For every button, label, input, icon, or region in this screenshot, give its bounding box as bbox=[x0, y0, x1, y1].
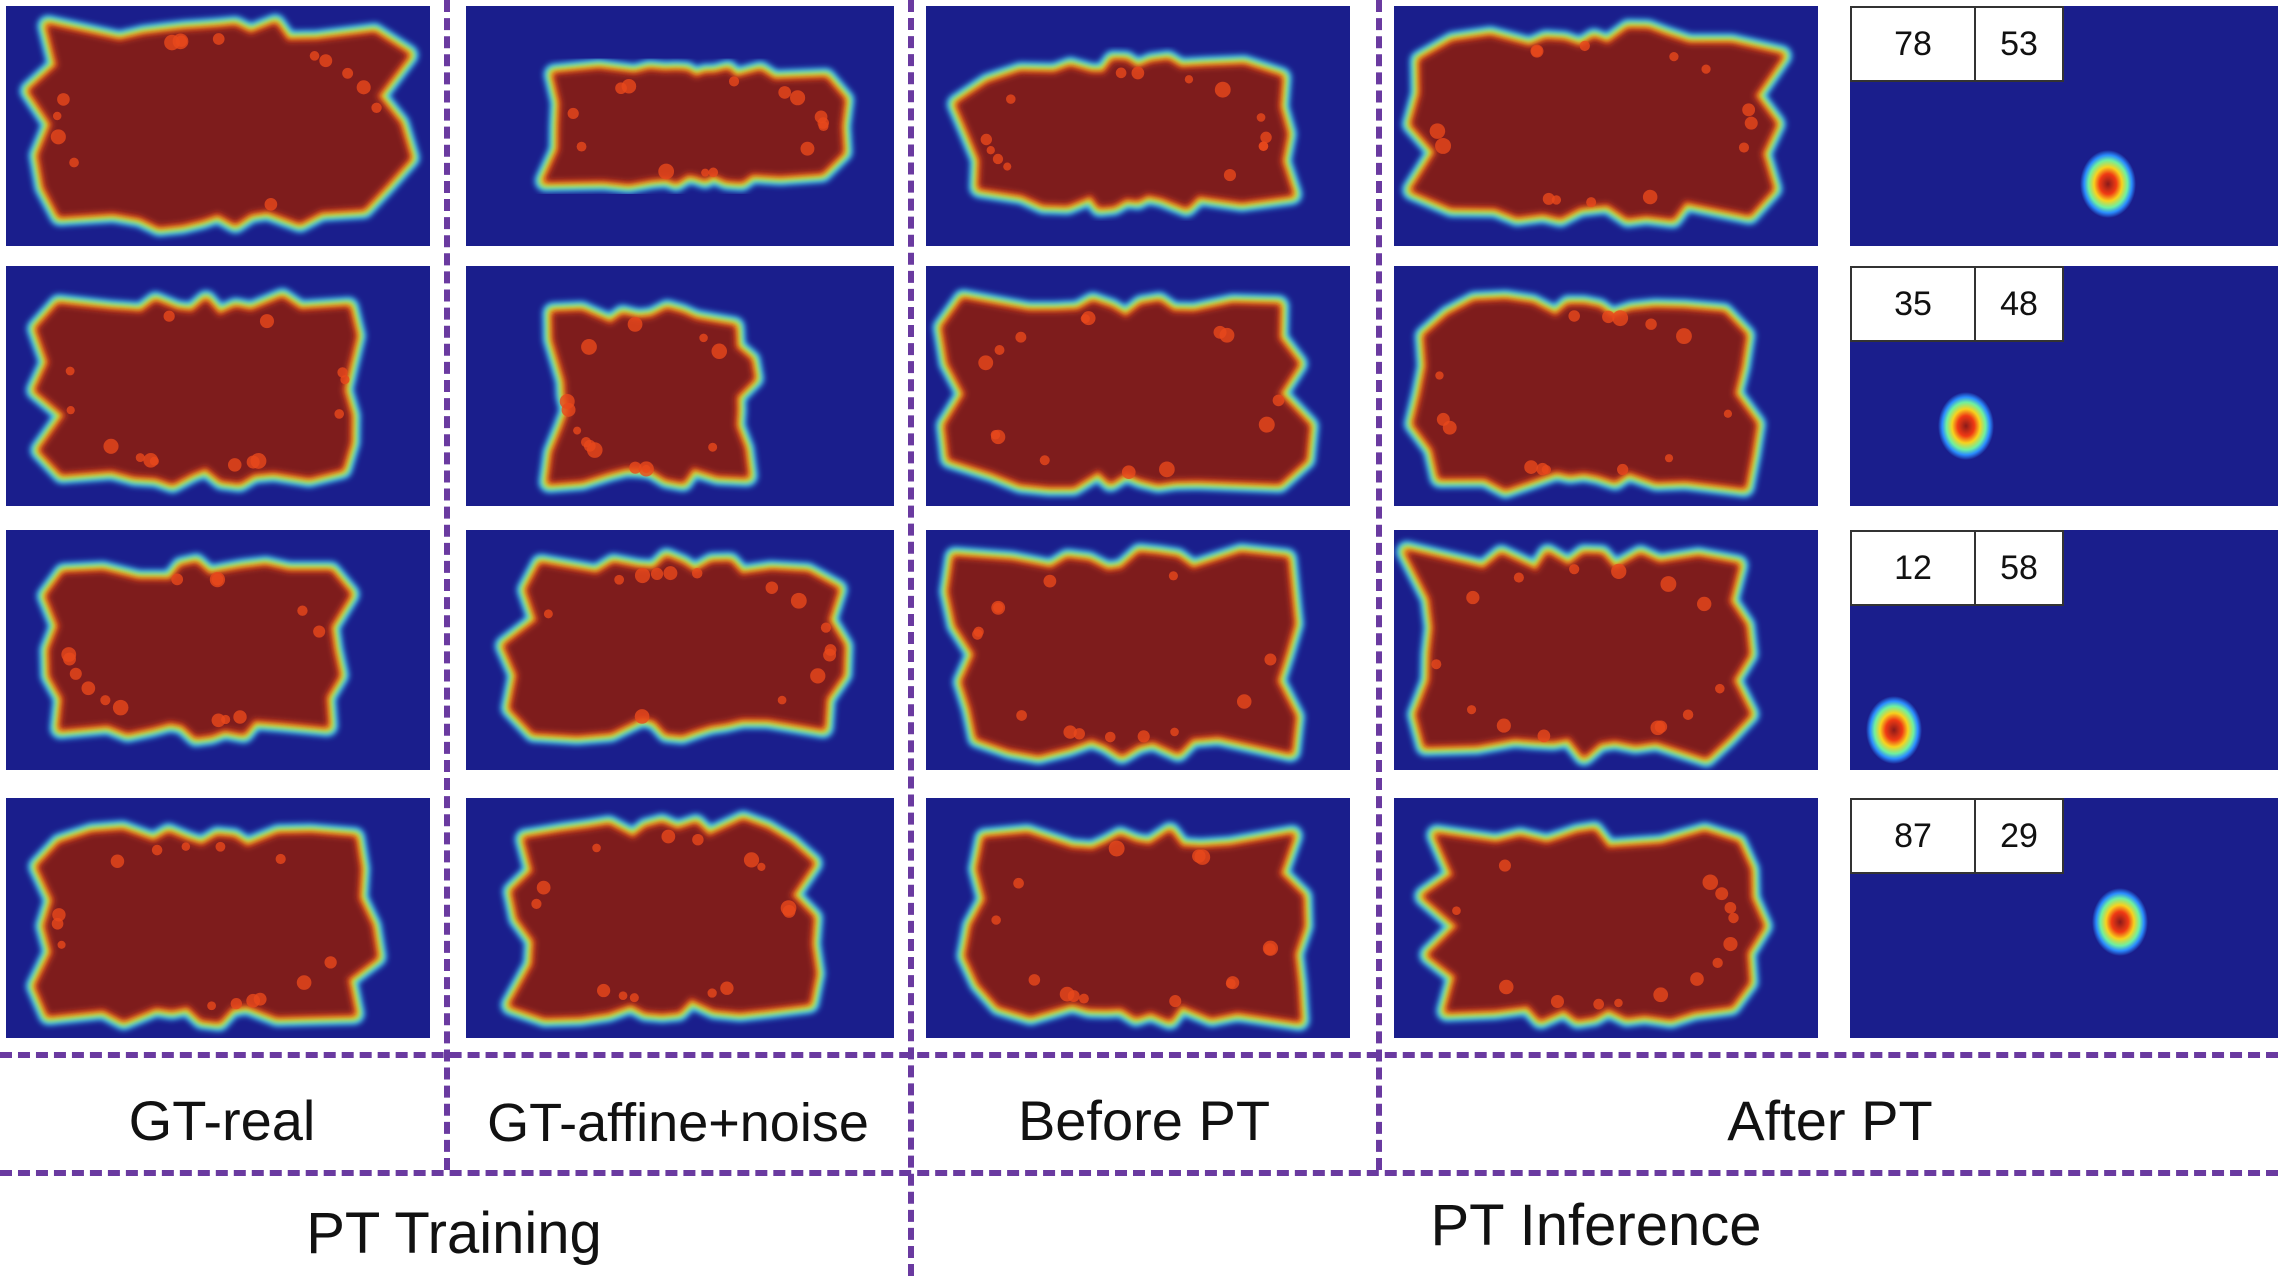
gaussian-map-3: 12 58 bbox=[1850, 530, 2278, 770]
heatmap-before-pt-1 bbox=[926, 6, 1350, 246]
heatmap-blob bbox=[494, 547, 854, 746]
divider-h-2 bbox=[0, 1170, 2278, 1176]
heatmap-blob bbox=[538, 299, 765, 493]
heatmap-blob bbox=[932, 289, 1320, 497]
coord-b-3: 58 bbox=[1974, 530, 2064, 606]
column-label-after-pt: After PT bbox=[1727, 1089, 1933, 1152]
gaussian-map-4: 87 29 bbox=[1850, 798, 2278, 1038]
heatmap-blob bbox=[19, 13, 421, 237]
heatmap-gt-affine-1 bbox=[466, 6, 894, 246]
heatmap-before-pt-2 bbox=[926, 266, 1350, 506]
heatmap-gt-real-4 bbox=[6, 798, 430, 1038]
heatmap-gt-affine-2 bbox=[466, 266, 894, 506]
column-label-before-pt: Before PT bbox=[1017, 1089, 1271, 1152]
coord-a-4: 87 bbox=[1850, 798, 1976, 874]
gaussian-map-1: 78 53 bbox=[1850, 6, 2278, 246]
heatmap-after-pt-4 bbox=[1394, 798, 1818, 1038]
heatmap-blob bbox=[36, 553, 360, 747]
heatmap-blob bbox=[938, 543, 1306, 765]
heatmap-gt-real-1 bbox=[6, 6, 430, 246]
heatmap-blob bbox=[1403, 289, 1767, 499]
heatmap-after-pt-3 bbox=[1394, 530, 1818, 770]
divider-v-1 bbox=[444, 0, 450, 1170]
gaussian-spot bbox=[2092, 888, 2148, 956]
heatmap-before-pt-4 bbox=[926, 798, 1350, 1038]
group-label-pt-training: PT Training bbox=[306, 1201, 602, 1266]
heatmap-blob bbox=[946, 50, 1303, 218]
heatmap-before-pt-3 bbox=[926, 530, 1350, 770]
heatmap-gt-real-3 bbox=[6, 530, 430, 770]
heatmap-blob bbox=[1413, 820, 1774, 1030]
group-label-pt-inference: PT Inference bbox=[1430, 1193, 1762, 1258]
heatmap-gt-affine-4 bbox=[466, 798, 894, 1038]
gaussian-spot bbox=[2080, 150, 2136, 218]
divider-h-1 bbox=[0, 1052, 2278, 1058]
heatmap-gt-affine-3 bbox=[466, 530, 894, 770]
coord-a-3: 12 bbox=[1850, 530, 1976, 606]
heatmap-blob bbox=[534, 59, 855, 194]
heatmap-blob bbox=[1401, 18, 1793, 229]
column-label-gt-real: GT-real bbox=[128, 1089, 316, 1152]
divider-v-3 bbox=[1376, 0, 1382, 1170]
heatmap-blob bbox=[500, 810, 826, 1028]
column-label-gt-affine: GT-affine+noise bbox=[487, 1093, 869, 1153]
coord-b-1: 53 bbox=[1974, 6, 2064, 82]
divider-v-2 bbox=[908, 0, 914, 1276]
coord-a-2: 35 bbox=[1850, 266, 1976, 342]
heatmap-blob bbox=[25, 288, 367, 494]
heatmap-after-pt-2 bbox=[1394, 266, 1818, 506]
gaussian-map-2: 35 48 bbox=[1850, 266, 2278, 506]
coord-a-1: 78 bbox=[1850, 6, 1976, 82]
heatmap-blob bbox=[25, 820, 387, 1032]
heatmap-blob bbox=[956, 821, 1314, 1032]
gaussian-spot bbox=[1866, 696, 1922, 764]
heatmap-blob bbox=[1396, 540, 1760, 768]
coord-b-4: 29 bbox=[1974, 798, 2064, 874]
heatmap-gt-real-2 bbox=[6, 266, 430, 506]
gaussian-spot bbox=[1938, 392, 1994, 460]
heatmap-after-pt-1 bbox=[1394, 6, 1818, 246]
coord-b-2: 48 bbox=[1974, 266, 2064, 342]
